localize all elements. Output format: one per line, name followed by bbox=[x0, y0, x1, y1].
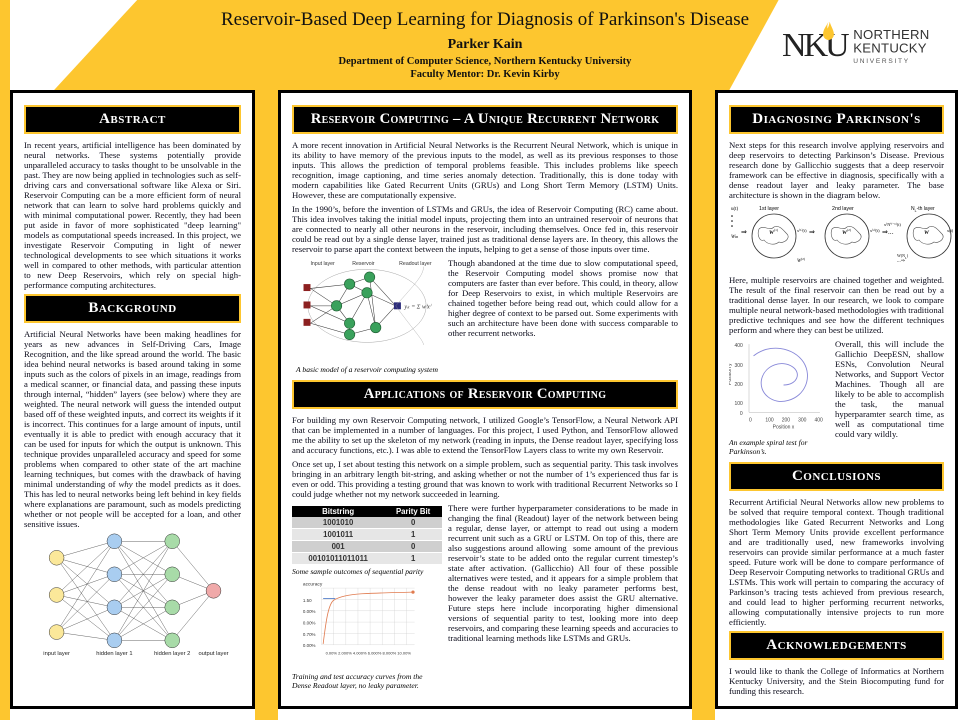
svg-text:100: 100 bbox=[734, 401, 743, 407]
svg-text:...⇒: ...⇒ bbox=[897, 259, 905, 264]
svg-text:Position y: Position y bbox=[729, 363, 733, 385]
svg-text:NKU: NKU bbox=[782, 27, 849, 64]
svg-text:accuracy: accuracy bbox=[303, 582, 323, 588]
svg-text:0: 0 bbox=[740, 411, 743, 417]
svg-text:u(t): u(t) bbox=[731, 207, 739, 212]
svg-text:x⁽¹⁾(t): x⁽¹⁾(t) bbox=[797, 228, 807, 233]
svg-text:yₖ = Σ wⁱxⁱ: yₖ = Σ wⁱxⁱ bbox=[403, 303, 431, 310]
svg-text:hidden layer 1: hidden layer 1 bbox=[96, 651, 132, 657]
svg-text:Readout layer: Readout layer bbox=[399, 261, 432, 267]
svg-text:Input layer: Input layer bbox=[310, 261, 335, 267]
svg-text:NORTHERN: NORTHERN bbox=[853, 27, 929, 42]
svg-text:0.00%: 0.00% bbox=[303, 643, 316, 648]
svg-text:NL-th layer: NL-th layer bbox=[911, 206, 935, 213]
svg-text:0.00% 2.000% 4.000% 6.000% 8.: 0.00% 2.000% 4.000% 6.000% 8.000% 10.00% bbox=[326, 650, 412, 655]
svg-text:W: W bbox=[924, 230, 930, 236]
svg-text:UNIVERSITY: UNIVERSITY bbox=[853, 58, 910, 65]
svg-text:Reservoir: Reservoir bbox=[352, 261, 375, 267]
svg-text:400: 400 bbox=[734, 343, 743, 349]
svg-text:in: in bbox=[735, 234, 738, 239]
svg-text:hidden layer 2: hidden layer 2 bbox=[154, 651, 190, 657]
svg-text:output layer: output layer bbox=[198, 651, 228, 657]
svg-text:0.00%: 0.00% bbox=[303, 609, 316, 614]
svg-text:100: 100 bbox=[765, 417, 774, 423]
svg-text:300: 300 bbox=[734, 363, 743, 369]
svg-text:x⁽Nⱽ⁻¹⁾(t): x⁽Nⱽ⁻¹⁾(t) bbox=[884, 222, 901, 227]
svg-text:0.70%: 0.70% bbox=[303, 632, 316, 637]
svg-text:200: 200 bbox=[734, 382, 743, 388]
svg-text:300: 300 bbox=[798, 417, 807, 423]
svg-text:200: 200 bbox=[782, 417, 791, 423]
svg-text:400: 400 bbox=[814, 417, 823, 423]
svg-text:(2): (2) bbox=[801, 257, 806, 261]
svg-text:input layer: input layer bbox=[43, 651, 70, 657]
svg-text:⇒: ⇒ bbox=[809, 229, 815, 236]
svg-text:0: 0 bbox=[749, 417, 752, 423]
svg-text:x⁽²⁾(t): x⁽²⁾(t) bbox=[870, 228, 880, 233]
svg-text:(1): (1) bbox=[774, 228, 779, 232]
svg-text:⇒: ⇒ bbox=[741, 229, 747, 236]
svg-text:x(t): x(t) bbox=[947, 228, 954, 233]
svg-text:2nd layer: 2nd layer bbox=[832, 206, 854, 212]
svg-text:0.00%: 0.00% bbox=[303, 621, 316, 626]
svg-text:Position x: Position x bbox=[773, 425, 795, 431]
svg-text:1st layer: 1st layer bbox=[759, 206, 779, 212]
svg-text:(2): (2) bbox=[847, 228, 852, 232]
svg-text:⇒...: ⇒... bbox=[882, 229, 894, 236]
svg-text:1.50: 1.50 bbox=[303, 598, 312, 603]
svg-text:KENTUCKY: KENTUCKY bbox=[853, 41, 927, 56]
